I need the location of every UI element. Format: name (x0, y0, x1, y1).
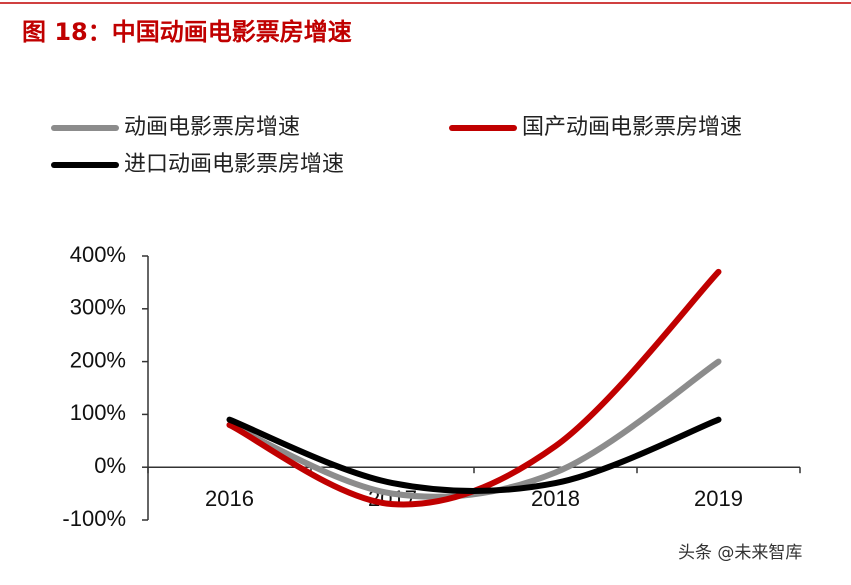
x-tick-label: 2019 (694, 486, 743, 511)
y-tick-label: 300% (70, 295, 126, 320)
legend-label: 进口动画电影票房增速 (124, 152, 344, 177)
legend-label: 动画电影票房增速 (124, 115, 300, 140)
x-tick-label: 2016 (205, 486, 254, 511)
legend-label: 国产动画电影票房增速 (522, 115, 742, 140)
series-line (226, 358, 722, 500)
series-line (226, 268, 722, 508)
y-tick-label: -100% (62, 506, 126, 531)
watermark: 头条 @未来智库 (678, 543, 802, 563)
y-tick-label: 400% (70, 242, 126, 267)
series-line (226, 416, 722, 494)
y-tick-label: 200% (70, 347, 126, 372)
y-tick-label: 100% (70, 400, 126, 425)
y-tick-label: 0% (94, 453, 126, 478)
x-tick-label: 2018 (531, 486, 580, 511)
chart-title: 图 18：中国动画电影票房增速 (22, 18, 352, 46)
